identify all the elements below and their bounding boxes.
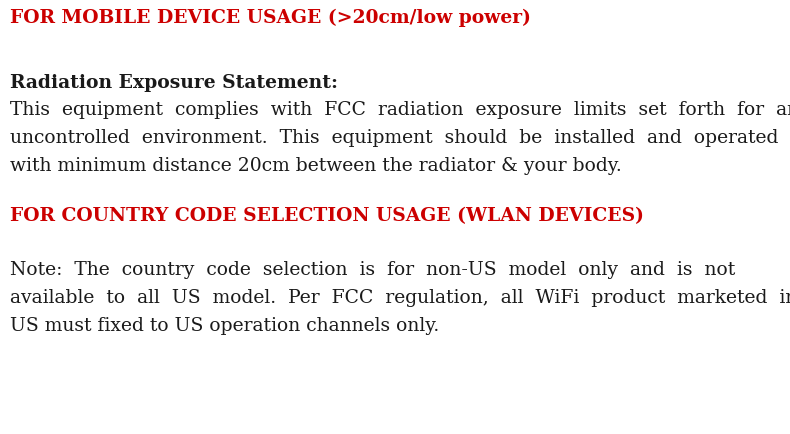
Text: US must fixed to US operation channels only.: US must fixed to US operation channels o… bbox=[10, 317, 439, 335]
Text: uncontrolled  environment.  This  equipment  should  be  installed  and  operate: uncontrolled environment. This equipment… bbox=[10, 129, 778, 147]
Text: FOR COUNTRY CODE SELECTION USAGE (WLAN DEVICES): FOR COUNTRY CODE SELECTION USAGE (WLAN D… bbox=[10, 207, 644, 225]
Text: This  equipment  complies  with  FCC  radiation  exposure  limits  set  forth  f: This equipment complies with FCC radiati… bbox=[10, 101, 790, 119]
Text: Note:  The  country  code  selection  is  for  non-US  model  only  and  is  not: Note: The country code selection is for … bbox=[10, 261, 735, 279]
Text: Radiation Exposure Statement:: Radiation Exposure Statement: bbox=[10, 74, 338, 92]
Text: FOR MOBILE DEVICE USAGE (>20cm/low power): FOR MOBILE DEVICE USAGE (>20cm/low power… bbox=[10, 9, 531, 27]
Text: available  to  all  US  model.  Per  FCC  regulation,  all  WiFi  product  marke: available to all US model. Per FCC regul… bbox=[10, 289, 790, 307]
Text: with minimum distance 20cm between the radiator & your body.: with minimum distance 20cm between the r… bbox=[10, 157, 622, 175]
